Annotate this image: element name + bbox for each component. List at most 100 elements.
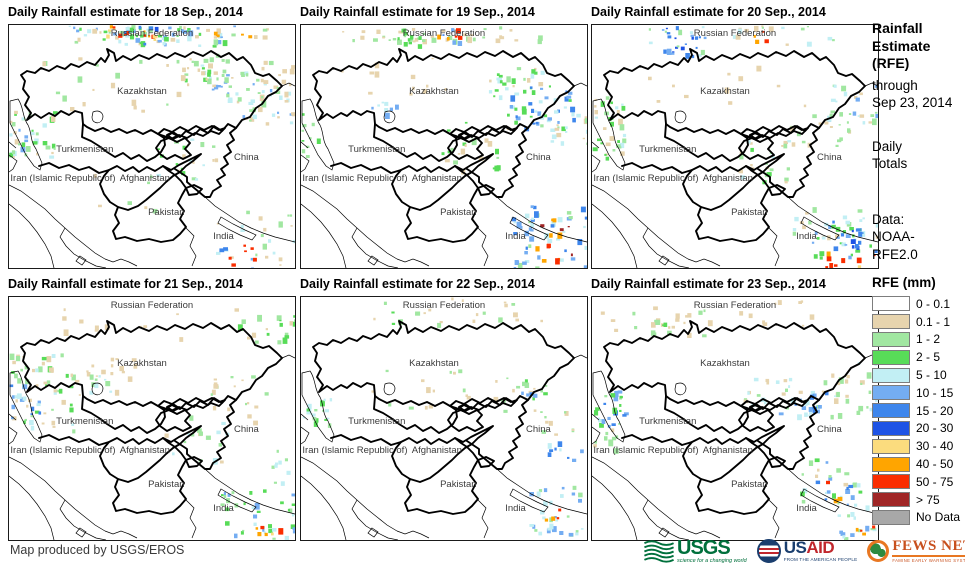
legend-swatch <box>872 456 910 472</box>
panel-title: Daily Rainfall estimate for 23 Sep., 201… <box>591 277 826 291</box>
country-label: Afghanistan <box>702 173 753 185</box>
country-label: Kazakhstan <box>409 85 459 97</box>
rainfall-panel-2: Daily Rainfall estimate for 19 Sep., 201… <box>300 4 588 269</box>
country-label: Kazakhstan <box>409 357 459 369</box>
country-label: China <box>233 151 259 163</box>
country-label: Iran (Islamic Republic of) <box>593 445 699 457</box>
country-label: Russian Federation <box>110 299 194 311</box>
usaid-seal-icon <box>756 539 781 563</box>
legend-swatch <box>872 331 910 347</box>
usgs-tagline: science for a changing world <box>677 557 747 564</box>
map-canvas: Russian Federation Kazakhstan Turkmenistan… <box>591 24 879 269</box>
country-label: Russian Federation <box>693 299 777 311</box>
fewsnet-wordmark: FEWS NET <box>892 539 965 558</box>
country-label: Turkmenistan <box>639 416 697 428</box>
country-label: Russian Federation <box>402 27 486 39</box>
country-label: India <box>505 230 526 242</box>
country-label: India <box>796 502 817 514</box>
sidebar-totals-line: Totals <box>872 156 908 171</box>
legend-label: > 75 <box>916 492 940 507</box>
panel-title: Daily Rainfall estimate for 20 Sep., 201… <box>591 5 826 19</box>
legend-row: 5 - 10 <box>872 366 964 384</box>
country-label: Iran (Islamic Republic of) <box>302 445 408 457</box>
legend-label: 15 - 20 <box>916 403 954 418</box>
legend-label: 2 - 5 <box>916 350 941 365</box>
legend-row: 0.1 - 1 <box>872 313 964 331</box>
country-label: India <box>213 230 234 242</box>
country-label: Kazakhstan <box>700 357 750 369</box>
legend-row: No Data <box>872 509 964 527</box>
legend-title: RFE (mm) <box>872 275 936 290</box>
legend-label: 5 - 10 <box>916 368 947 383</box>
legend: RFE (mm) 0 - 0.1 0.1 - 1 1 - 2 2 - 5 5 - 10 1… <box>872 275 964 526</box>
country-labels: Russian Federation Kazakhstan Turkmenistan… <box>9 25 295 268</box>
legend-row: 15 - 20 <box>872 402 964 420</box>
footer-logos: USGS science for a changing world USAID … <box>643 536 965 566</box>
country-label: China <box>525 151 551 163</box>
country-labels: Russian Federation Kazakhstan Turkmenistan… <box>592 25 878 268</box>
country-label: China <box>816 151 842 163</box>
country-label: Pakistan <box>148 207 185 219</box>
legend-row: 1 - 2 <box>872 331 964 349</box>
basemap-svg <box>301 26 587 268</box>
country-label: Turkmenistan <box>348 144 406 156</box>
fewsnet-logo: FEWS NET FAMINE EARLY WARNING SYSTEMS NE… <box>867 539 965 563</box>
country-label: Pakistan <box>731 207 768 219</box>
legend-swatch <box>872 403 910 419</box>
country-label: China <box>525 423 551 435</box>
country-label: Pakistan <box>440 479 477 491</box>
legend-swatch <box>872 367 910 383</box>
legend-label: 1 - 2 <box>916 332 941 347</box>
map-canvas: Russian Federation Kazakhstan Turkmenistan… <box>8 296 296 541</box>
legend-rows: 0 - 0.1 0.1 - 1 1 - 2 2 - 5 5 - 10 10 - 15 15 … <box>872 295 964 526</box>
rainfall-panel-6: Daily Rainfall estimate for 23 Sep., 201… <box>591 276 879 541</box>
legend-swatch <box>872 474 910 490</box>
country-label: Afghanistan <box>702 445 753 457</box>
usaid-wordmark-aid: AID <box>806 538 835 558</box>
sidebar-data-line: NOAA- <box>872 229 915 244</box>
sidebar-totals-line: Daily <box>872 138 903 154</box>
country-label: Russian Federation <box>693 27 777 39</box>
legend-row: 0 - 0.1 <box>872 295 964 313</box>
map-canvas: Russian Federation Kazakhstan Turkmenistan… <box>8 24 296 269</box>
rainfall-panel-1: Daily Rainfall estimate for 18 Sep., 201… <box>8 4 296 269</box>
legend-swatch <box>872 438 910 454</box>
legend-swatch <box>872 385 910 401</box>
panel-title: Daily Rainfall estimate for 19 Sep., 201… <box>300 5 535 19</box>
country-label: Iran (Islamic Republic of) <box>10 173 116 185</box>
legend-label: No Data <box>916 510 961 525</box>
rainfall-panel-5: Daily Rainfall estimate for 22 Sep., 201… <box>300 276 588 541</box>
country-labels: Russian Federation Kazakhstan Turkmenistan… <box>301 297 587 540</box>
panel-title: Daily Rainfall estimate for 18 Sep., 201… <box>8 5 243 19</box>
sidebar-data-line: RFE2.0 <box>872 246 918 262</box>
country-label: Iran (Islamic Republic of) <box>593 173 699 185</box>
country-label: India <box>505 502 526 514</box>
basemap-svg <box>592 25 878 268</box>
legend-row: 30 - 40 <box>872 437 964 455</box>
country-label: Iran (Islamic Republic of) <box>10 445 116 457</box>
country-label: Turkmenistan <box>56 144 114 156</box>
country-label: Afghanistan <box>119 173 170 185</box>
basemap-svg <box>9 308 295 540</box>
country-label: Russian Federation <box>402 299 486 311</box>
usaid-wordmark-us: US <box>783 538 807 558</box>
country-label: Afghanistan <box>411 445 462 457</box>
legend-label: 30 - 40 <box>916 439 954 454</box>
legend-row: 40 - 50 <box>872 455 964 473</box>
usgs-logo: USGS science for a changing world <box>643 538 747 565</box>
country-label: China <box>233 423 259 435</box>
country-label: Pakistan <box>148 479 185 491</box>
legend-label: 10 - 15 <box>916 385 954 400</box>
fewsnet-globe-icon <box>867 539 890 562</box>
sidebar: Rainfall Estimate (RFE) through Sep 23, … <box>872 20 964 526</box>
country-label: China <box>816 423 842 435</box>
country-label: Turkmenistan <box>56 416 114 428</box>
panel-title: Daily Rainfall estimate for 22 Sep., 201… <box>300 277 535 291</box>
country-label: Pakistan <box>440 207 477 219</box>
sidebar-title-line: Rainfall <box>872 20 923 36</box>
country-label: India <box>213 502 234 514</box>
usgs-wordmark: USGS <box>677 536 731 559</box>
legend-label: 0 - 0.1 <box>916 296 951 311</box>
legend-swatch <box>872 349 910 365</box>
legend-label: 20 - 30 <box>916 421 954 436</box>
